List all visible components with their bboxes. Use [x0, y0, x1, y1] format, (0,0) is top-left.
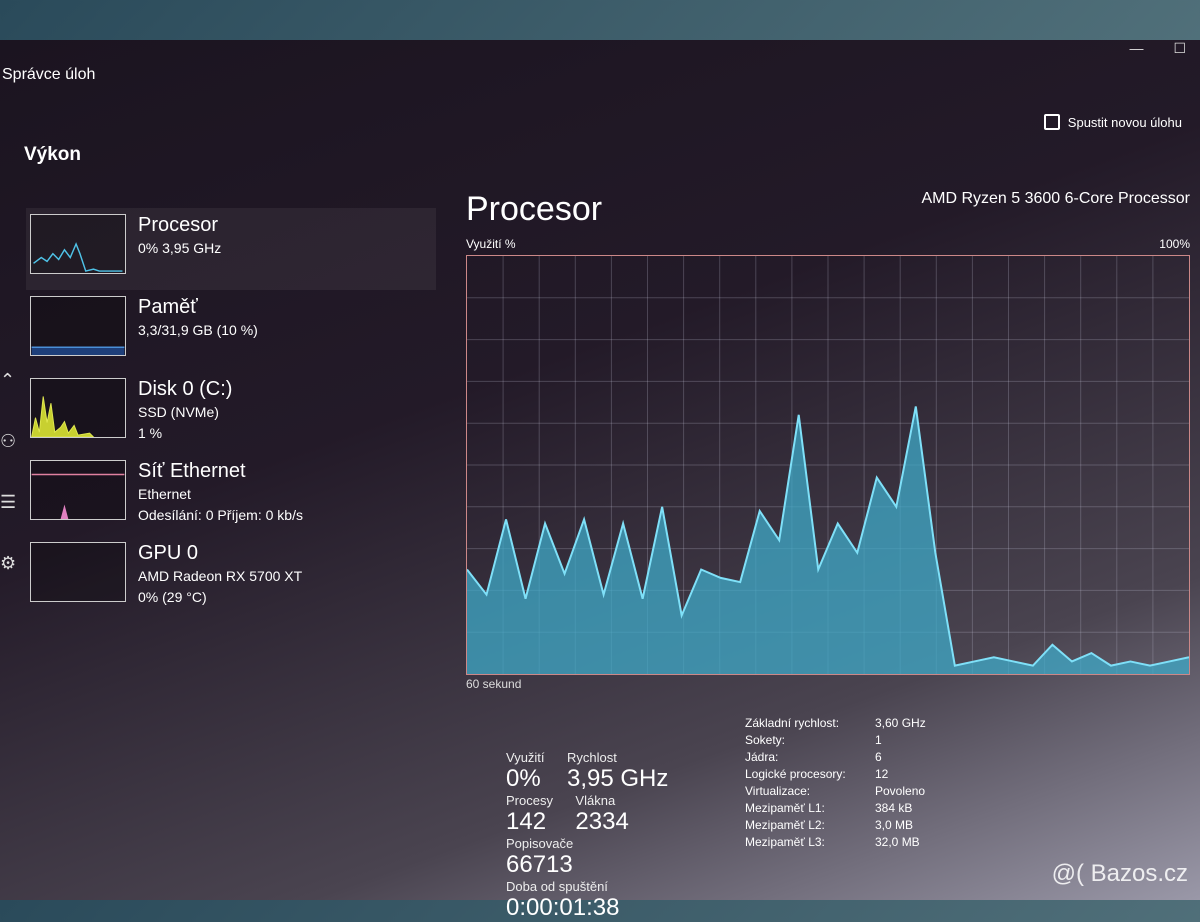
disk-label: Disk 0 (C:) [138, 378, 232, 401]
utilization-label: Využití [506, 750, 545, 765]
spec-label: Mezipaměť L1: [745, 801, 875, 815]
chart-y-label: Využití % [466, 237, 516, 251]
details-icon[interactable]: ☰ [0, 492, 24, 513]
gpu-label: GPU 0 [138, 542, 302, 565]
memory-summary: 3,3/31,9 GB (10 %) [138, 321, 258, 340]
gpu-thumbnail-graph [30, 542, 126, 602]
spec-label: Základní rychlost: [745, 716, 875, 730]
task-manager-window: Správce úloh — ☐ Spustit novou úlohu Výk… [0, 40, 1200, 900]
spec-label: Virtualizace: [745, 784, 875, 798]
network-throughput: Odesílání: 0 Příjem: 0 kb/s [138, 506, 303, 525]
spec-label: Mezipaměť L2: [745, 818, 875, 832]
services-icon[interactable]: ⚙ [0, 553, 24, 574]
minimize-icon[interactable]: — [1129, 40, 1143, 57]
sidebar-item-cpu[interactable]: Procesor 0% 3,95 GHz [26, 208, 436, 290]
network-adapter: Ethernet [138, 485, 303, 504]
page-title: Výkon [24, 144, 81, 166]
watermark: @( Bazos.cz [1052, 860, 1188, 888]
utilization-value: 0% [506, 765, 545, 793]
title-bar: Správce úloh [0, 40, 1200, 110]
spec-value: 12 [875, 767, 965, 781]
spec-label: Sokety: [745, 733, 875, 747]
cpu-detail-panel: Procesor AMD Ryzen 5 3600 6-Core Process… [466, 190, 1190, 691]
nav-rail: ⌃ ⚇ ☰ ⚙ [0, 370, 24, 574]
disk-thumbnail-graph [30, 378, 126, 438]
disk-usage: 1 % [138, 424, 232, 443]
sidebar-item-disk[interactable]: Disk 0 (C:) SSD (NVMe) 1 % [26, 372, 436, 454]
cpu-model-name: AMD Ryzen 5 3600 6-Core Processor [921, 190, 1190, 208]
speed-value: 3,95 GHz [567, 765, 668, 793]
new-task-icon [1044, 114, 1060, 130]
cpu-label: Procesor [138, 214, 221, 237]
memory-label: Paměť [138, 296, 258, 319]
sidebar-item-network[interactable]: Síť Ethernet Ethernet Odesílání: 0 Příjem:… [26, 454, 436, 536]
cpu-utilization-chart [466, 255, 1190, 675]
chart-x-label: 60 sekund [466, 677, 1190, 691]
chart-y-max-label: 100% [1159, 237, 1190, 251]
resource-list: Procesor 0% 3,95 GHz Paměť 3,3/31,9 GB (10… [26, 208, 436, 618]
handles-value: 66713 [506, 851, 573, 879]
window-title: Správce úloh [2, 66, 95, 84]
cpu-summary: 0% 3,95 GHz [138, 239, 221, 258]
handles-label: Popisovače [506, 836, 573, 851]
cpu-thumbnail-graph [30, 214, 126, 274]
cpu-specs: Základní rychlost:3,60 GHz Sokety:1 Jádr… [745, 716, 965, 849]
spec-label: Logické procesory: [745, 767, 875, 781]
processes-label: Procesy [506, 793, 553, 808]
network-thumbnail-graph [30, 460, 126, 520]
new-task-label: Spustit novou úlohu [1068, 115, 1182, 130]
processes-value: 142 [506, 808, 553, 836]
users-icon[interactable]: ⚇ [0, 431, 24, 452]
sidebar-item-memory[interactable]: Paměť 3,3/31,9 GB (10 %) [26, 290, 436, 372]
new-task-button[interactable]: Spustit novou úlohu [1044, 114, 1182, 130]
disk-type: SSD (NVMe) [138, 403, 232, 422]
sidebar-item-gpu[interactable]: GPU 0 AMD Radeon RX 5700 XT 0% (29 °C) [26, 536, 436, 618]
speed-label: Rychlost [567, 750, 668, 765]
gpu-usage: 0% (29 °C) [138, 588, 302, 607]
threads-label: Vlákna [575, 793, 628, 808]
spec-value: 32,0 MB [875, 835, 965, 849]
uptime-value: 0:00:01:38 [506, 894, 619, 922]
gpu-model: AMD Radeon RX 5700 XT [138, 567, 302, 586]
spec-value: 384 kB [875, 801, 965, 815]
spec-value: 1 [875, 733, 965, 747]
spec-value: Povoleno [875, 784, 965, 798]
spec-label: Jádra: [745, 750, 875, 764]
maximize-icon[interactable]: ☐ [1173, 40, 1186, 57]
spec-label: Mezipaměť L3: [745, 835, 875, 849]
memory-thumbnail-graph [30, 296, 126, 356]
spec-value: 6 [875, 750, 965, 764]
spec-value: 3,60 GHz [875, 716, 965, 730]
spec-value: 3,0 MB [875, 818, 965, 832]
uptime-label: Doba od spuštění [506, 879, 619, 894]
network-label: Síť Ethernet [138, 460, 303, 483]
history-icon[interactable]: ⌃ [0, 370, 24, 391]
threads-value: 2334 [575, 808, 628, 836]
